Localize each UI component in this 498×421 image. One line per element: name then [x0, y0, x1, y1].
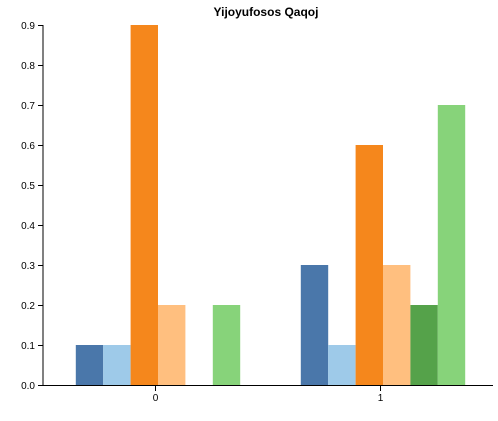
bar-cat0-series3 [130, 25, 158, 385]
y-tick-label: 0.2 [21, 301, 35, 312]
bar-cat0-series2 [103, 345, 131, 385]
y-tick-label: 0.1 [21, 341, 35, 352]
y-tick-label: 0.8 [21, 61, 35, 72]
y-tick-label: 0.6 [21, 141, 35, 152]
y-tick-label: 0.0 [21, 381, 35, 392]
x-tick-label: 0 [153, 393, 159, 404]
bar-cat0-series4 [158, 305, 186, 385]
bar-cat1-series3 [355, 145, 383, 385]
bar-cat1-series1 [300, 265, 329, 385]
chart-title: Yijoyufosos Qaqoj [214, 5, 319, 19]
bar-cat1-series6 [437, 105, 466, 385]
bar-cat0-series6 [212, 305, 241, 385]
bar-cat1-series2 [328, 345, 356, 385]
y-tick-label: 0.4 [21, 221, 35, 232]
bar-cat0-series1 [75, 345, 104, 385]
y-tick-label: 0.5 [21, 181, 35, 192]
y-tick-label: 0.7 [21, 101, 35, 112]
y-tick-label: 0.9 [21, 21, 35, 32]
bars-group [75, 25, 466, 385]
y-axis: 0.0 0.1 0.2 0.3 0.4 0.5 0.6 0.7 0.8 0.9 [21, 21, 44, 392]
bar-cat1-series5 [410, 305, 438, 385]
y-tick-label: 0.3 [21, 261, 35, 272]
x-tick-label: 1 [378, 393, 384, 404]
bar-cat1-series4 [383, 265, 411, 385]
